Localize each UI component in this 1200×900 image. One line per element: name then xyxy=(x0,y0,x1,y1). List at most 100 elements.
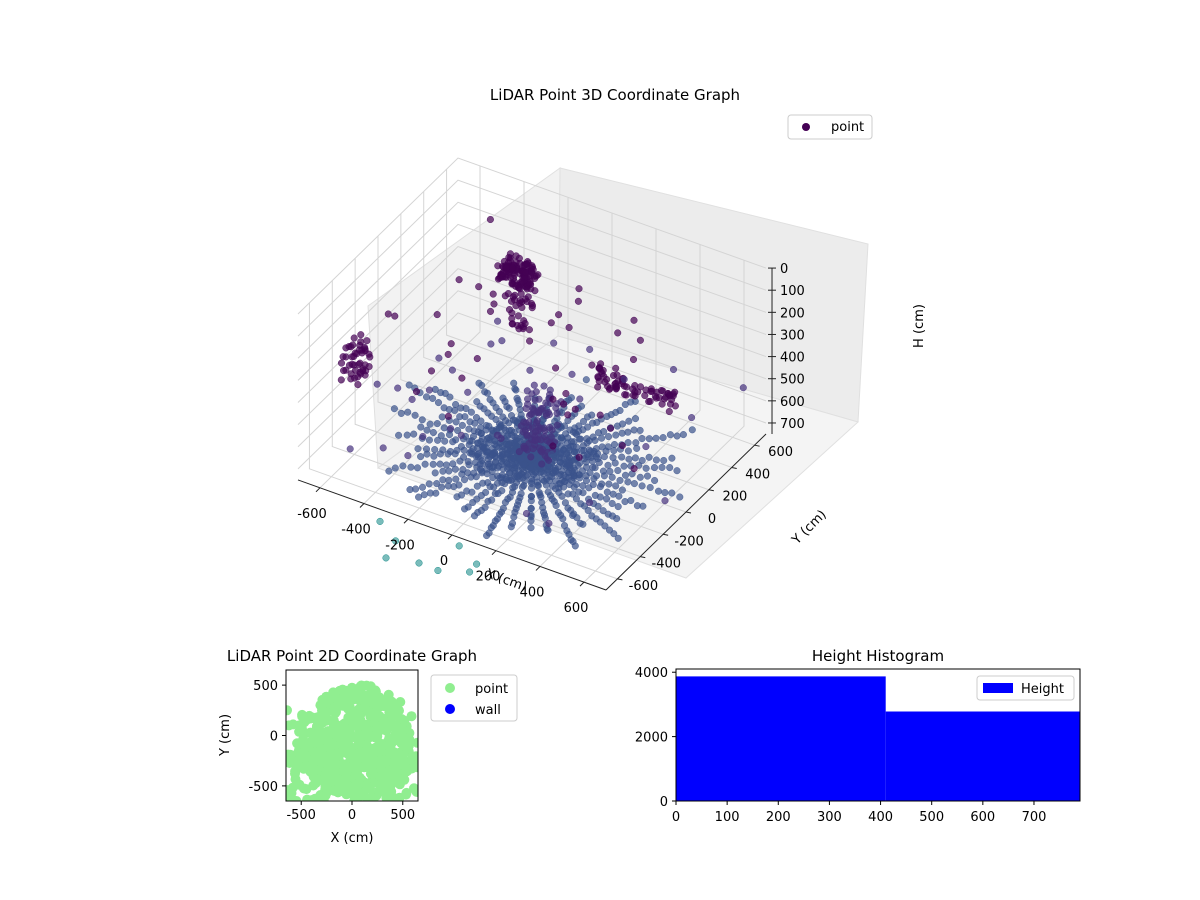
point-3d-713 xyxy=(579,489,587,497)
y-tick-mark-3d-3 xyxy=(685,511,692,514)
chart-2d-title: LiDAR Point 2D Coordinate Graph xyxy=(227,647,477,665)
x-tick-label-hist-3: 300 xyxy=(817,810,842,825)
point-3d-66 xyxy=(666,464,674,472)
ticks-2d: -500 0 500 -500 0 500 xyxy=(248,679,415,823)
point-2d-490 xyxy=(345,728,356,739)
point-3d-281 xyxy=(499,394,507,402)
point-3d-80 xyxy=(625,455,633,463)
point-3d-1214 xyxy=(525,326,533,334)
point-3d-206 xyxy=(577,402,586,410)
point-3d-1310 xyxy=(660,395,669,403)
point-3d-60 xyxy=(620,462,628,470)
y-tick-mark-3d-4 xyxy=(708,489,714,492)
point-2d-509 xyxy=(402,733,413,744)
point-3d-977 xyxy=(557,449,565,457)
point-3d-1103 xyxy=(538,448,546,456)
point-3d-433 xyxy=(431,446,439,454)
legend-3d: point xyxy=(787,114,873,140)
point-3d-1418 xyxy=(575,285,583,293)
point-3d-1020 xyxy=(530,381,538,389)
point-3d-63 xyxy=(642,464,650,472)
point-2d-644 xyxy=(300,760,311,771)
point-3d-222 xyxy=(567,394,575,402)
point-3d-483 xyxy=(439,467,447,475)
point-3d-41 xyxy=(599,467,607,475)
point-3d-1388 xyxy=(408,395,416,403)
point-3d-1078 xyxy=(541,433,549,441)
point-3d-565 xyxy=(491,490,499,498)
grid-line-y-6 xyxy=(446,169,755,446)
point-3d-933 xyxy=(473,450,481,459)
y-tick-mark-3d-1 xyxy=(640,556,646,559)
point-3d-972 xyxy=(530,470,538,479)
y-tick-label-hist-2: 4000 xyxy=(635,666,668,681)
point-3d-111 xyxy=(604,443,612,451)
point-3d-462 xyxy=(442,461,450,469)
point-3d-1200 xyxy=(512,252,520,260)
point-3d-83 xyxy=(645,453,653,461)
point-3d-47 xyxy=(643,472,652,480)
point-2d-459 xyxy=(353,739,364,749)
point-3d-117 xyxy=(645,435,653,443)
grid-line-z-2 xyxy=(297,201,767,359)
point-3d-297 xyxy=(481,388,489,396)
point-3d-1443 xyxy=(373,380,381,388)
point-3d-116 xyxy=(638,435,646,443)
point-3d-745 xyxy=(589,480,597,489)
point-3d-1369 xyxy=(455,276,463,284)
point-2d-645 xyxy=(367,766,378,777)
point-3d-20 xyxy=(586,469,594,477)
point-2d-524 xyxy=(360,760,371,770)
grid-line-y-1 xyxy=(331,280,641,558)
point-3d-1357 xyxy=(337,359,346,367)
point-3d-31 xyxy=(668,489,676,497)
point-3d-1010 xyxy=(543,469,551,477)
point-3d-1238 xyxy=(508,309,516,317)
y-tick-label-2d-2: 500 xyxy=(253,679,278,694)
point-3d-702 xyxy=(610,530,618,538)
point-3d-751 xyxy=(627,496,635,505)
point-3d-112 xyxy=(610,440,619,449)
z-axis-label-3d: H (cm) xyxy=(912,304,927,348)
point-3d-1372 xyxy=(688,426,696,434)
grid-line-z-0 xyxy=(297,157,767,315)
point-3d-1422 xyxy=(575,453,583,461)
point-3d-468 xyxy=(399,462,407,470)
point-3d-446 xyxy=(444,450,452,458)
point-3d-518 xyxy=(444,482,452,490)
point-2d-514 xyxy=(399,715,410,726)
point-3d-400 xyxy=(437,432,445,440)
y-tick-label-2d-1: 0 xyxy=(270,730,278,745)
x-tick-label-3d-3: 0 xyxy=(440,554,448,569)
point-2d-45 xyxy=(406,711,417,722)
point-3d-1064 xyxy=(529,445,537,453)
point-2d-660 xyxy=(366,792,376,801)
points-2d xyxy=(286,680,418,801)
point-3d-368 xyxy=(438,413,446,421)
point-3d-1313 xyxy=(612,364,620,372)
y-tick-label-3d-0: -600 xyxy=(629,579,659,594)
point-3d-548 xyxy=(486,483,494,491)
point-3d-1410 xyxy=(475,283,483,291)
point-3d-1402 xyxy=(494,317,502,325)
point-3d-401 xyxy=(429,428,437,437)
point-3d-445 xyxy=(451,450,459,458)
point-2d-663 xyxy=(372,757,383,768)
point-2d-667 xyxy=(319,776,330,787)
point-3d-644 xyxy=(544,526,552,534)
point-3d-343 xyxy=(466,418,474,426)
point-3d-985 xyxy=(495,424,503,432)
z-tick-label-3d-1: 100 xyxy=(780,284,805,299)
point-3d-1066 xyxy=(524,395,532,403)
x-tick-mark-3d-2 xyxy=(403,518,409,524)
point-2d-610 xyxy=(401,789,411,800)
point-3d-720 xyxy=(613,515,621,523)
point-3d-1376 xyxy=(498,337,506,345)
point-3d-11 xyxy=(612,482,620,490)
point-3d-1307 xyxy=(588,361,596,369)
point-3d-1433 xyxy=(526,366,534,374)
point-3d-1282 xyxy=(646,397,654,405)
point-3d-1384 xyxy=(629,355,638,364)
point-3d-351 xyxy=(422,393,431,401)
